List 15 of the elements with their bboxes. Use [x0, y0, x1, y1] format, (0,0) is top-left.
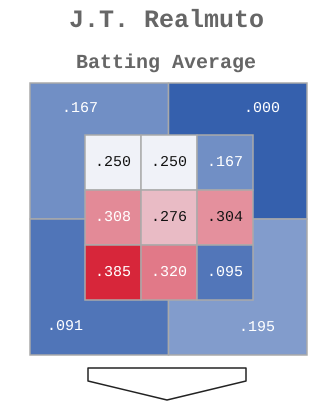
data-label: .308 — [95, 209, 132, 226]
data-label: .250 — [151, 154, 188, 171]
data-label: .385 — [95, 264, 132, 281]
data-label: .091 — [47, 318, 84, 335]
data-label: .095 — [207, 264, 244, 281]
data-label: .276 — [151, 209, 188, 226]
text: J.T. Realmuto — [69, 6, 264, 35]
data-label: .000 — [244, 100, 280, 117]
data-label: .167 — [62, 100, 98, 117]
data-label: .167 — [207, 154, 244, 171]
data-label: .250 — [95, 154, 132, 171]
data-label: .304 — [207, 209, 244, 226]
text: Batting Average — [76, 52, 256, 75]
data-label: .195 — [239, 319, 276, 336]
data-label: .320 — [151, 264, 188, 281]
